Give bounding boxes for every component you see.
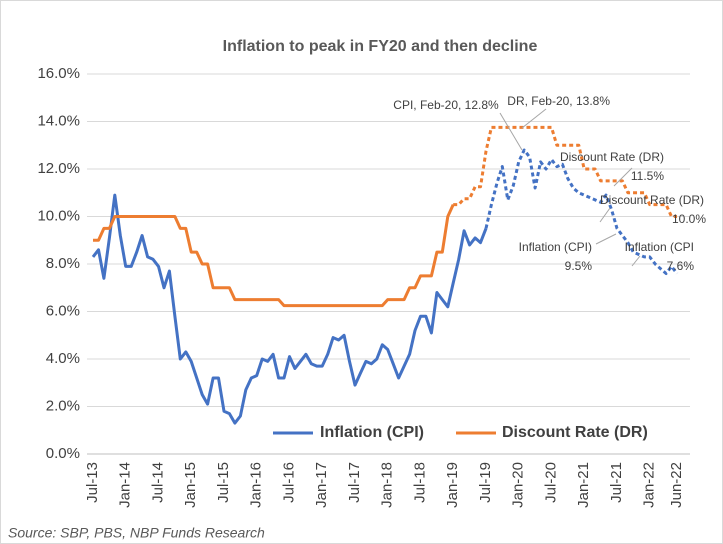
x-tick-label: Jul-17 bbox=[346, 462, 363, 503]
legend-label: Inflation (CPI) bbox=[320, 424, 424, 441]
annotation-leader bbox=[631, 255, 641, 267]
y-tick-label: 4.0% bbox=[46, 350, 80, 367]
x-tick-label: Jan-17 bbox=[313, 462, 330, 508]
x-tick-label: Jan-16 bbox=[248, 462, 265, 508]
annotation: Discount Rate (DR) bbox=[600, 193, 704, 207]
annotation-leader bbox=[595, 233, 617, 245]
y-tick-label: 8.0% bbox=[46, 255, 80, 272]
x-tick-label: Jan-14 bbox=[117, 462, 134, 508]
x-tick-label: Jul-13 bbox=[84, 462, 101, 503]
series-line bbox=[91, 193, 488, 425]
annotation: Inflation (CPI) bbox=[519, 240, 592, 254]
x-tick-label: Jan-18 bbox=[379, 462, 396, 508]
x-tick-label: Jul-20 bbox=[542, 462, 559, 503]
annotation: 11.5% bbox=[631, 169, 664, 183]
source: Source: SBP, PBS, NBP Funds Research bbox=[8, 525, 265, 541]
x-tick-label: Jul-21 bbox=[608, 462, 625, 503]
annotation: DR, Feb-20, 13.8% bbox=[507, 94, 610, 108]
y-tick-label: 10.0% bbox=[37, 207, 80, 224]
x-tick-label: Jun-22 bbox=[668, 462, 685, 508]
y-tick-label: 0.0% bbox=[46, 445, 80, 462]
y-tick-label: 2.0% bbox=[46, 397, 80, 414]
x-tick-label: Jul-19 bbox=[477, 462, 494, 503]
annotation-leader bbox=[599, 207, 611, 223]
annotation: 10.0% bbox=[672, 212, 706, 226]
x-tick-label: Jan-21 bbox=[575, 462, 592, 508]
x-tick-label: Jul-16 bbox=[280, 462, 297, 503]
series-line bbox=[484, 148, 679, 275]
chart-title: Inflation to peak in FY20 and then decli… bbox=[223, 38, 538, 55]
y-tick-label: 6.0% bbox=[46, 302, 80, 319]
x-tick-label: Jul-18 bbox=[411, 462, 428, 503]
x-tick-label: Jul-14 bbox=[149, 462, 166, 503]
series-line bbox=[93, 203, 455, 308]
annotation: Inflation (CPI bbox=[625, 240, 694, 254]
annotation: 7.6% bbox=[667, 259, 695, 273]
x-tick-label: Jan-15 bbox=[182, 462, 199, 508]
x-tick-label: Jan-19 bbox=[444, 462, 461, 508]
y-tick-label: 12.0% bbox=[37, 160, 80, 177]
x-tick-label: Jan-20 bbox=[510, 462, 527, 508]
legend-label: Discount Rate (DR) bbox=[502, 424, 648, 441]
annotation-leader bbox=[521, 108, 547, 129]
x-tick-label: Jul-15 bbox=[215, 462, 232, 503]
annotation-leader bbox=[613, 167, 633, 187]
series-line bbox=[453, 125, 677, 218]
annotation: 9.5% bbox=[565, 259, 593, 273]
annotation-leader bbox=[499, 112, 523, 151]
y-tick-label: 14.0% bbox=[37, 112, 80, 129]
annotation: Discount Rate (DR) bbox=[560, 150, 664, 164]
y-tick-label: 16.0% bbox=[37, 65, 80, 82]
annotation: CPI, Feb-20, 12.8% bbox=[393, 98, 499, 112]
x-tick-label: Jan-22 bbox=[641, 462, 658, 508]
